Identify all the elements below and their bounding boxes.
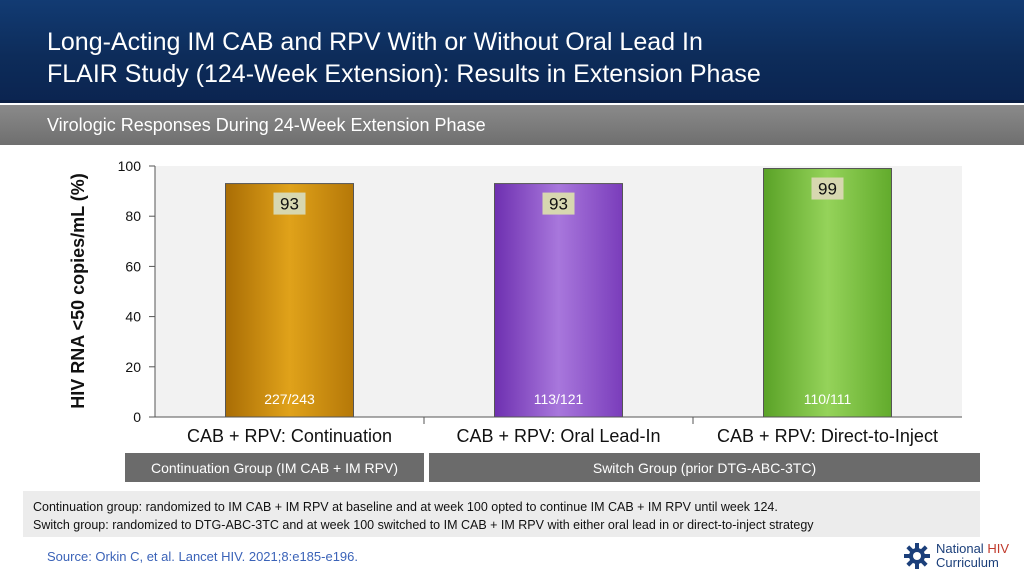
y-tick-label: 80: [125, 208, 141, 224]
switch-group-box: Switch Group (prior DTG-ABC-3TC): [429, 453, 980, 482]
y-tick-label: 0: [133, 409, 141, 425]
value-label: 93: [280, 195, 299, 214]
logo-hiv: HIV: [987, 541, 1009, 556]
value-label: 93: [549, 195, 568, 214]
bar-chart: 0 20 40 60 80 100 93 227/243 93 113/121 99 110/111…: [68, 158, 962, 446]
logo-national: National: [936, 541, 984, 556]
value-label: 99: [818, 180, 837, 199]
source-citation: Source: Orkin C, et al. Lancet HIV. 2021…: [47, 549, 358, 564]
footnote-line-1: Continuation group: randomized to IM CAB…: [33, 500, 778, 514]
value-label-bg: [811, 177, 844, 200]
y-tick-label: 20: [125, 359, 141, 375]
y-axis-label: HIV RNA <50 copies/mL (%): [68, 173, 88, 409]
subtitle-bar: Virologic Responses During 24-Week Exten…: [0, 105, 1024, 145]
x-category-label: CAB + RPV: Oral Lead-In: [457, 426, 661, 446]
logo-text: National HIV Curriculum: [936, 542, 1009, 570]
continuation-group-box: Continuation Group (IM CAB + IM RPV): [125, 453, 424, 482]
y-tick-label: 100: [118, 158, 142, 174]
footnote-line-2: Switch group: randomized to DTG-ABC-3TC …: [33, 518, 814, 532]
chart-subtitle: Virologic Responses During 24-Week Exten…: [47, 115, 486, 135]
nhc-logo: National HIV Curriculum: [903, 542, 1009, 570]
count-label: 110/111: [804, 391, 852, 407]
y-tick-label: 60: [125, 258, 141, 274]
logo-curriculum: Curriculum: [936, 555, 999, 570]
value-label-bg: [542, 192, 575, 215]
title-line-1: Long-Acting IM CAB and RPV With or Witho…: [47, 28, 703, 56]
title-line-2: FLAIR Study (124-Week Extension): Result…: [47, 60, 761, 88]
bar: [225, 183, 354, 418]
header-banner: Long-Acting IM CAB and RPV With or Witho…: [0, 0, 1024, 103]
footnote-box: Continuation group: randomized to IM CAB…: [23, 491, 980, 537]
count-label: 113/121: [534, 391, 584, 407]
bar: [494, 183, 623, 418]
page-title: Long-Acting IM CAB and RPV With or Witho…: [47, 26, 761, 90]
bar: [763, 168, 892, 418]
y-tick-label: 40: [125, 309, 141, 325]
x-category-label: CAB + RPV: Direct-to-Inject: [717, 426, 938, 446]
gear-icon: [904, 543, 930, 569]
count-label: 227/243: [264, 391, 315, 407]
x-category-label: CAB + RPV: Continuation: [187, 426, 392, 446]
value-label-bg: [273, 192, 306, 215]
